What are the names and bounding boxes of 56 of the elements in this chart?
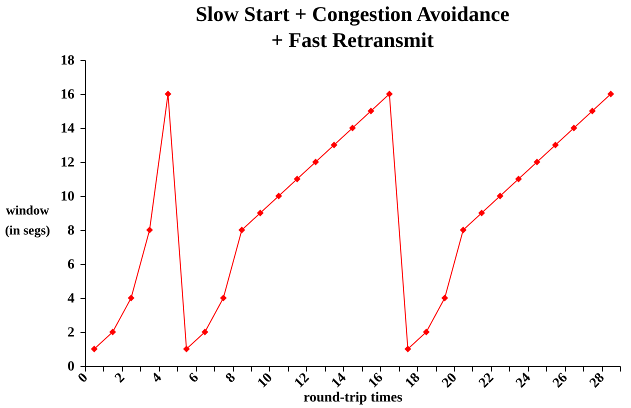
point bbox=[349, 124, 356, 132]
point bbox=[312, 158, 319, 166]
x-tick-label: 20 bbox=[440, 370, 460, 392]
point bbox=[368, 108, 374, 114]
x-tick-label: 16 bbox=[366, 370, 386, 392]
point bbox=[496, 192, 504, 200]
point bbox=[256, 210, 264, 216]
x-tick-label: 12 bbox=[292, 370, 313, 392]
x-tick-label: 26 bbox=[550, 370, 571, 392]
x-axis-title: round-trip times bbox=[304, 390, 403, 406]
point bbox=[128, 294, 134, 302]
x-tick-label: 2 bbox=[112, 370, 128, 386]
point bbox=[460, 226, 467, 234]
y-tick-label: 4 bbox=[68, 292, 74, 306]
x-tick-label: 4 bbox=[149, 370, 165, 386]
x-tick-label: 14 bbox=[328, 370, 350, 392]
point bbox=[441, 294, 448, 302]
point bbox=[238, 226, 246, 234]
point bbox=[220, 294, 227, 302]
point bbox=[294, 176, 301, 182]
y-tick-label: 12 bbox=[60, 156, 74, 170]
y-tick-label: 10 bbox=[60, 190, 74, 204]
x-tick-label: 18 bbox=[402, 370, 424, 392]
point bbox=[552, 142, 559, 148]
point bbox=[183, 346, 190, 352]
point bbox=[534, 158, 540, 166]
point bbox=[478, 210, 485, 216]
point bbox=[570, 124, 578, 132]
y-tick-label: 18 bbox=[60, 54, 74, 68]
point bbox=[90, 346, 98, 352]
x-tick-label: 8 bbox=[223, 370, 239, 386]
y-tick-label: 6 bbox=[68, 258, 74, 272]
x-tick-label: 6 bbox=[186, 370, 202, 386]
point bbox=[422, 328, 430, 336]
point bbox=[109, 328, 116, 336]
point bbox=[404, 346, 412, 352]
y-tick-label: 0 bbox=[68, 360, 74, 374]
x-tick-label: 10 bbox=[255, 370, 276, 392]
x-tick-label: 28 bbox=[587, 370, 608, 392]
point bbox=[330, 142, 338, 148]
y-tick-label: 16 bbox=[60, 88, 74, 102]
point bbox=[275, 192, 282, 200]
point bbox=[146, 226, 153, 234]
point bbox=[202, 328, 208, 336]
point bbox=[607, 90, 614, 98]
y-axis-title: window (in segs) bbox=[4, 202, 50, 238]
y-tick-label: 14 bbox=[60, 122, 74, 136]
x-tick-label: 22 bbox=[476, 370, 498, 392]
y-tick-label: 2 bbox=[68, 326, 74, 340]
x-tick-label: 24 bbox=[513, 370, 534, 392]
point bbox=[515, 176, 522, 182]
y-tick-label: 8 bbox=[68, 224, 74, 238]
point bbox=[164, 90, 172, 98]
point bbox=[588, 108, 596, 114]
point bbox=[386, 90, 393, 98]
chart-title: Slow Start + Congestion Avoidance + Fast Retransmit bbox=[196, 2, 510, 52]
